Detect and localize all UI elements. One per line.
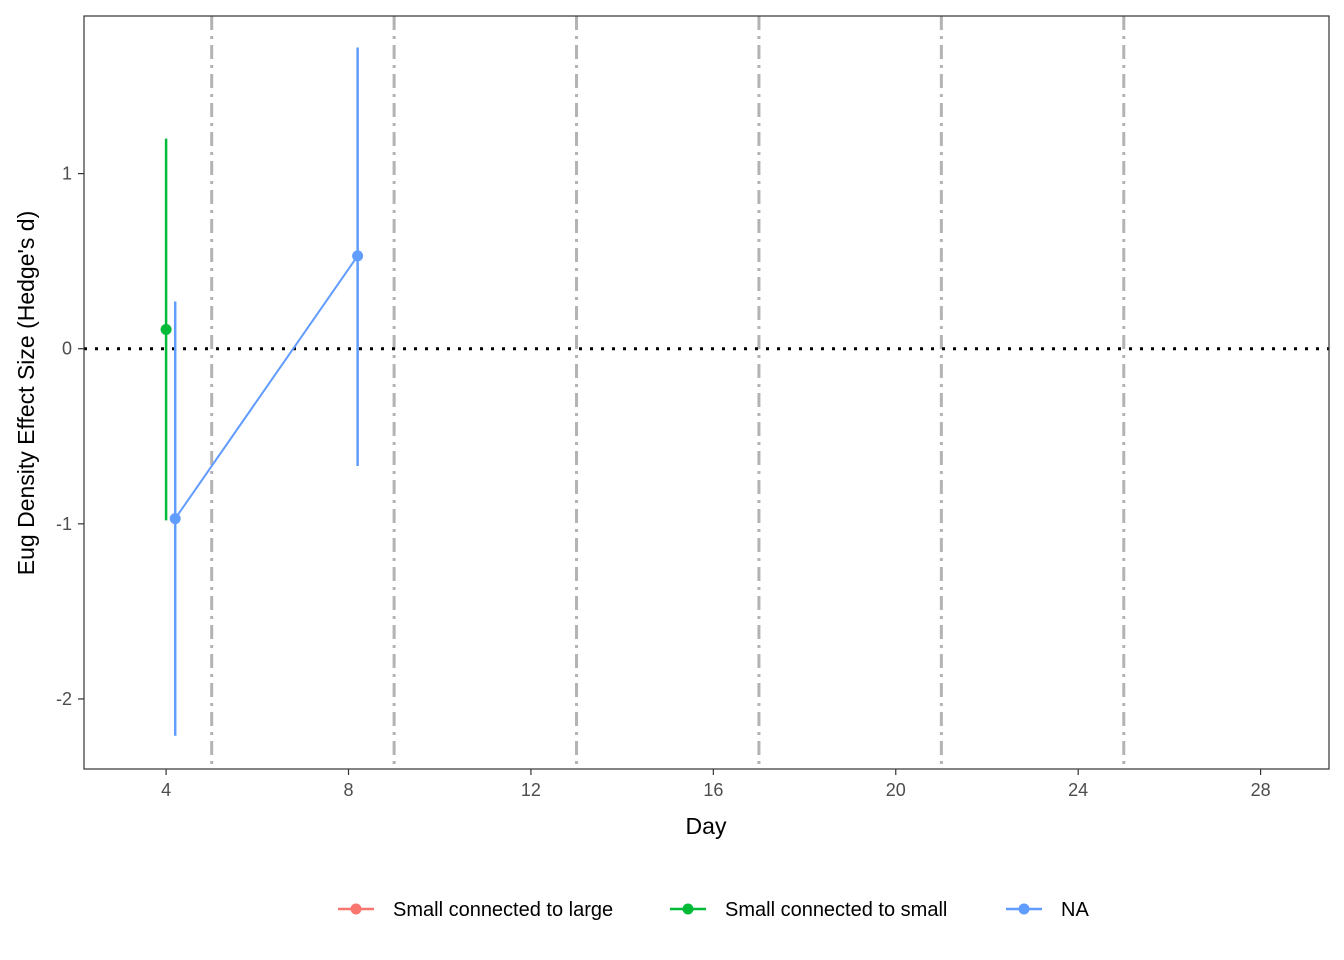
y-tick-label: 0	[62, 339, 72, 359]
vertical-reference-lines	[210, 16, 1126, 769]
y-tick-label: -2	[56, 689, 72, 709]
y-tick-label: -1	[56, 514, 72, 534]
x-tick-label: 12	[521, 780, 541, 800]
legend-label: Small connected to large	[393, 899, 613, 921]
data-point	[169, 513, 181, 525]
x-tick-label: 16	[703, 780, 723, 800]
series-layer	[160, 47, 364, 736]
x-tick-label: 4	[161, 780, 171, 800]
legend-key-point	[1018, 903, 1030, 915]
y-tick-label: 1	[62, 164, 72, 184]
x-tick-label: 20	[886, 780, 906, 800]
data-point	[352, 250, 364, 262]
y-axis: 1 0 -1 -2	[56, 164, 84, 709]
data-point	[160, 323, 172, 335]
x-tick-label: 24	[1068, 780, 1088, 800]
series-line	[174, 255, 359, 520]
x-tick-label: 8	[343, 780, 353, 800]
legend-label: NA	[1061, 899, 1089, 921]
y-axis-title: Eug Density Effect Size (Hedge's d)	[13, 211, 39, 575]
panel-background	[84, 16, 1329, 769]
panel-border	[83, 15, 1330, 770]
legend-key-point	[682, 903, 694, 915]
legend: Small connected to large Small connected …	[338, 899, 1089, 921]
legend-label: Small connected to small	[725, 899, 947, 921]
series-group	[160, 138, 172, 521]
series-group	[169, 47, 364, 736]
x-axis-title: Day	[686, 813, 727, 839]
x-axis: 4 8 12 16 20 24 28	[161, 769, 1271, 800]
legend-key-point	[350, 903, 362, 915]
x-tick-label: 28	[1251, 780, 1271, 800]
